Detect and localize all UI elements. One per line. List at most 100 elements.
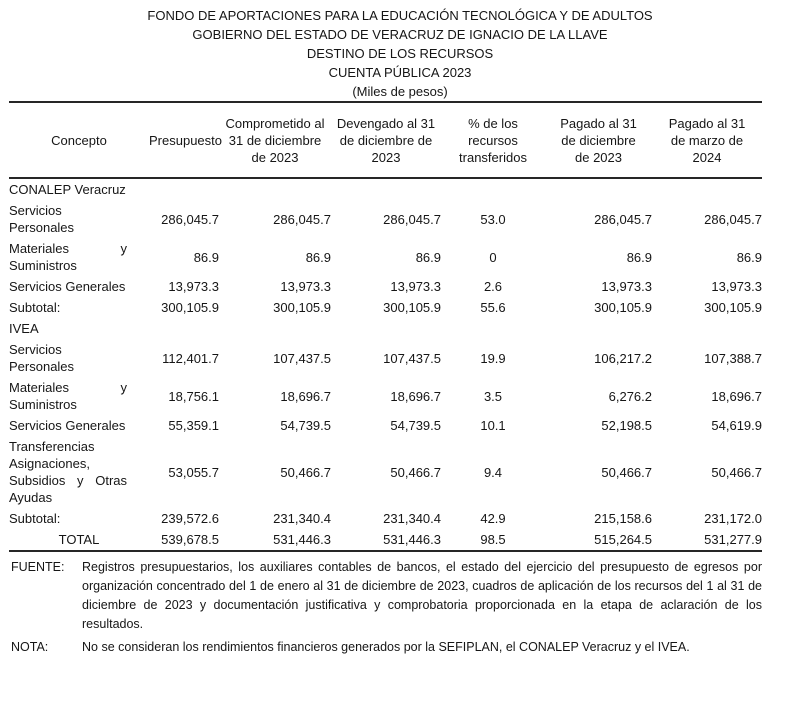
row-1-1-value-4: 3.5 bbox=[483, 388, 503, 404]
total-value-5: 515,264.5 bbox=[594, 532, 652, 547]
row-1-2-value-2: 54,739.5 bbox=[280, 418, 331, 433]
table-row: Materiales y Suministros 86.9 86.9 86.9 0 86.… bbox=[9, 238, 762, 276]
footnotes: FUENTE: Registros presupuestarios, los a… bbox=[9, 558, 762, 657]
row-0-0-value-1: 286,045.7 bbox=[161, 211, 219, 227]
table-header: Concepto Presupuesto Comprometido al 31 … bbox=[9, 101, 762, 179]
title-destination: DESTINO DE LOS RECURSOS bbox=[306, 46, 494, 61]
row-0-1-value-5: 86.9 bbox=[626, 249, 652, 265]
row-1-3-value-4: 9.4 bbox=[483, 464, 503, 480]
row-0-1-value-3: 86.9 bbox=[415, 249, 441, 265]
section-name: CONALEP Veracruz bbox=[9, 182, 126, 197]
row-1-3-value-5: 50,466.7 bbox=[601, 464, 652, 480]
total-label: TOTAL bbox=[58, 532, 100, 547]
concept-label: Servicios Personales bbox=[9, 342, 75, 374]
subtotal-row: Subtotal: 239,572.6 231,340.4 231,340.4 42.9… bbox=[9, 508, 762, 529]
row-1-2-value-1: 55,359.1 bbox=[168, 418, 219, 433]
table-row: Transferencias Asignaciones, Subsidios y… bbox=[9, 436, 762, 508]
footnote-fuente: FUENTE: Registros presupuestarios, los a… bbox=[9, 558, 762, 634]
col-header-pct-recursos: % de los recursos transferidos bbox=[441, 101, 545, 179]
row-1-1-value-1: 18,756.1 bbox=[168, 388, 219, 404]
section-row: CONALEP Veracruz bbox=[9, 178, 762, 200]
row-1-1-value-5: 6,276.2 bbox=[608, 388, 652, 404]
row-0-2-value-3: 13,973.3 bbox=[390, 279, 441, 294]
row-1-3-value-1: 53,055.7 bbox=[168, 464, 219, 480]
row-0-2-value-5: 13,973.3 bbox=[601, 279, 652, 294]
concept-label: Servicios Personales bbox=[9, 203, 75, 235]
row-0-0-value-3: 286,045.7 bbox=[383, 211, 441, 227]
col-header-comprometido: Comprometido al 31 de diciembre de 2023 bbox=[219, 101, 331, 179]
row-1-0-value-6: 107,388.7 bbox=[704, 350, 762, 366]
subtotal-0-value-5: 300,105.9 bbox=[594, 300, 652, 315]
fuente-label: FUENTE: bbox=[11, 560, 65, 574]
footnote-nota: NOTA: No se consideran los rendimientos … bbox=[9, 638, 762, 657]
row-0-1-value-1: 86.9 bbox=[193, 249, 219, 265]
header-row: Concepto Presupuesto Comprometido al 31 … bbox=[9, 101, 762, 179]
subtotal-0-value-1: 300,105.9 bbox=[161, 300, 219, 315]
subtotal-0-value-6: 300,105.9 bbox=[704, 300, 762, 315]
row-1-1-value-6: 18,696.7 bbox=[711, 388, 762, 404]
row-0-1-value-2: 86.9 bbox=[305, 249, 331, 265]
row-0-0-value-6: 286,045.7 bbox=[704, 211, 762, 227]
section-row: IVEA bbox=[9, 318, 762, 339]
subtotal-1-value-5: 215,158.6 bbox=[594, 511, 652, 526]
table-row: Servicios Personales 286,045.7 286,045.7 28… bbox=[9, 200, 762, 238]
subtotal-row: Subtotal: 300,105.9 300,105.9 300,105.9 55.6… bbox=[9, 297, 762, 318]
document-header: FONDO DE APORTACIONES PARA LA EDUCACIÓN … bbox=[0, 6, 800, 101]
total-value-4: 98.5 bbox=[480, 532, 506, 547]
concept-label: Servicios Generales bbox=[9, 279, 126, 294]
total-value-3: 531,446.3 bbox=[383, 532, 441, 547]
total-row: TOTAL 539,678.5 531,446.3 531,446.3 98.5 515,… bbox=[9, 529, 762, 551]
row-1-2-value-6: 54,619.9 bbox=[711, 418, 762, 433]
subtotal-0-value-4: 55.6 bbox=[480, 300, 506, 315]
subtotal-1-value-3: 231,340.4 bbox=[383, 511, 441, 526]
row-1-0-value-2: 107,437.5 bbox=[273, 350, 331, 366]
row-0-2-value-1: 13,973.3 bbox=[168, 279, 219, 294]
row-1-1-value-2: 18,696.7 bbox=[280, 388, 331, 404]
fuente-text: Registros presupuestarios, los auxiliare… bbox=[82, 560, 762, 631]
subtotal-1-value-2: 231,340.4 bbox=[273, 511, 331, 526]
table-row: Materiales y Suministros 18,756.1 18,696.7… bbox=[9, 377, 762, 415]
subtotal-0-value-3: 300,105.9 bbox=[383, 300, 441, 315]
row-0-1-value-4: 0 bbox=[489, 249, 497, 265]
row-1-0-value-1: 112,401.7 bbox=[162, 350, 219, 366]
total-value-1: 539,678.5 bbox=[161, 532, 219, 547]
row-1-3-value-2: 50,466.7 bbox=[280, 464, 331, 480]
col-header-pagado-diciembre: Pagado al 31 de diciembre de 2023 bbox=[545, 101, 652, 179]
row-1-2-value-5: 52,198.5 bbox=[601, 418, 652, 433]
title-public-account: CUENTA PÚBLICA 2023 bbox=[328, 65, 472, 80]
table-row: Servicios Generales 55,359.1 54,739.5 54,73… bbox=[9, 415, 762, 436]
row-1-1-value-3: 18,696.7 bbox=[390, 388, 441, 404]
row-1-2-value-3: 54,739.5 bbox=[390, 418, 441, 433]
concept-label: Materiales y Suministros bbox=[9, 241, 127, 273]
table-row: Servicios Generales 13,973.3 13,973.3 13,97… bbox=[9, 276, 762, 297]
row-0-0-value-2: 286,045.7 bbox=[273, 211, 331, 227]
concept-label: Transferencias Asignaciones, Subsidios y… bbox=[9, 439, 127, 505]
row-1-0-value-5: 106,217.2 bbox=[594, 350, 652, 366]
subtotal-1-value-6: 231,172.0 bbox=[704, 511, 762, 526]
row-1-3-value-3: 50,466.7 bbox=[390, 464, 441, 480]
title-fund: FONDO DE APORTACIONES PARA LA EDUCACIÓN … bbox=[147, 8, 653, 23]
row-1-0-value-3: 107,437.5 bbox=[383, 350, 441, 366]
total-value-6: 531,277.9 bbox=[704, 532, 762, 547]
subtotal-0-value-2: 300,105.9 bbox=[273, 300, 331, 315]
row-1-0-value-4: 19.9 bbox=[480, 350, 506, 366]
subtotal-label: Subtotal: bbox=[9, 300, 61, 315]
subtotal-1-value-4: 42.9 bbox=[480, 511, 506, 526]
col-header-concepto: Concepto bbox=[9, 101, 149, 179]
nota-text: No se consideran los rendimientos financ… bbox=[82, 640, 690, 654]
resources-table: Concepto Presupuesto Comprometido al 31 … bbox=[9, 101, 762, 552]
title-units: (Miles de pesos) bbox=[352, 84, 448, 99]
row-0-0-value-5: 286,045.7 bbox=[594, 211, 652, 227]
concept-label: Servicios Generales bbox=[9, 418, 126, 433]
table-body: CONALEP Veracruz Servicios Personales 286,… bbox=[9, 178, 762, 551]
row-0-1-value-6: 86.9 bbox=[736, 249, 762, 265]
col-header-pagado-marzo: Pagado al 31 de marzo de 2024 bbox=[652, 101, 762, 179]
total-value-2: 531,446.3 bbox=[273, 532, 331, 547]
document-page: FONDO DE APORTACIONES PARA LA EDUCACIÓN … bbox=[0, 6, 800, 657]
row-0-0-value-4: 53.0 bbox=[480, 211, 506, 227]
row-1-3-value-6: 50,466.7 bbox=[711, 464, 762, 480]
row-0-2-value-4: 2.6 bbox=[483, 279, 503, 294]
subtotal-label: Subtotal: bbox=[9, 511, 61, 526]
title-government: GOBIERNO DEL ESTADO DE VERACRUZ DE IGNAC… bbox=[192, 27, 608, 42]
concept-label: Materiales y Suministros bbox=[9, 380, 127, 412]
